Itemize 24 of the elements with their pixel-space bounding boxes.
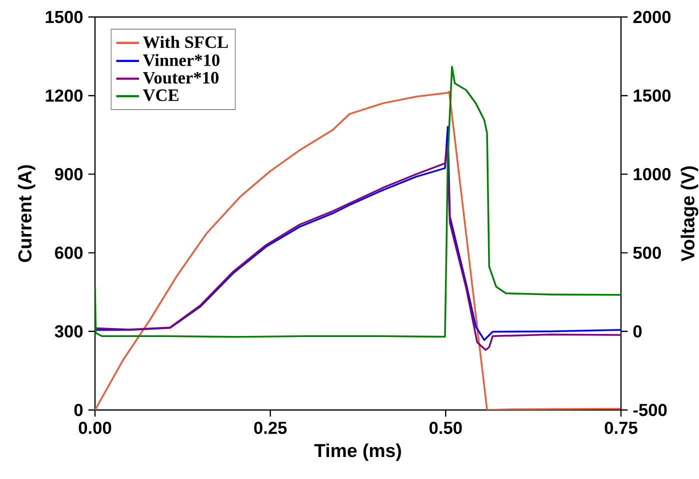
y-tick-label: 600 bbox=[55, 246, 83, 259]
x-tick-label: 0.50 bbox=[429, 422, 462, 434]
x-axis-title: Time (ms) bbox=[314, 443, 401, 461]
y-tick-label: 300 bbox=[54, 325, 83, 338]
legend-label: VCE bbox=[142, 89, 178, 102]
y-tick-label: 0 bbox=[74, 404, 83, 416]
y2-axis-title: Voltage (V) bbox=[680, 166, 698, 262]
y2-tick-label: 1000 bbox=[634, 168, 671, 180]
y-tick-label: 900 bbox=[54, 168, 83, 180]
line-series bbox=[95, 66, 621, 338]
x-tick-label: 0.75 bbox=[604, 422, 638, 434]
legend-label: Vinner*10 bbox=[142, 54, 220, 66]
legend-label: With SFCL bbox=[142, 36, 228, 48]
legend-label: Vouter*10 bbox=[142, 72, 218, 84]
y-tick-label: 1500 bbox=[46, 10, 83, 24]
y2-tick-label: 0 bbox=[633, 325, 642, 338]
x-tick-label: 0.25 bbox=[254, 422, 287, 434]
y2-tick-label: 1500 bbox=[634, 89, 671, 102]
y-axis-title: Current (A) bbox=[18, 165, 36, 262]
y-tick-label: 1200 bbox=[46, 89, 83, 102]
y2-tick-label: -500 bbox=[633, 404, 667, 416]
x-tick-label: 0.00 bbox=[78, 422, 112, 434]
y2-tick-label: 500 bbox=[633, 246, 661, 259]
y2-tick-label: 2000 bbox=[633, 10, 671, 24]
